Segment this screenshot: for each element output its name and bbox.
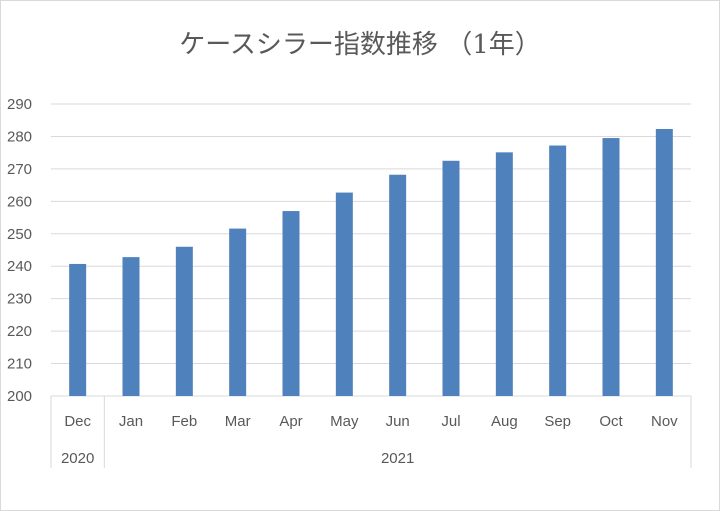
bar-mar	[229, 228, 247, 396]
x-tick-label: Jan	[119, 413, 143, 430]
y-tick-label: 260	[7, 193, 32, 210]
x-tick-label: Jun	[386, 413, 410, 430]
year-group-label-2021: 2021	[381, 450, 414, 467]
y-tick-label: 240	[7, 258, 32, 275]
bar-jul	[442, 160, 460, 396]
bar-nov	[655, 128, 673, 396]
y-tick-label: 270	[7, 161, 32, 178]
x-tick-label: Apr	[279, 413, 302, 430]
y-tick-label: 230	[7, 291, 32, 308]
y-tick-label: 250	[7, 226, 32, 243]
gridlines	[51, 103, 691, 397]
x-tick-label: Aug	[491, 413, 518, 430]
bars	[69, 128, 673, 397]
bar-jan	[122, 257, 140, 396]
y-tick-label: 290	[7, 96, 32, 113]
year-group-label-2020: 2020	[61, 450, 94, 467]
x-tick-label: Feb	[171, 413, 197, 430]
bar-dec	[69, 263, 87, 396]
bar-sep	[549, 145, 567, 396]
bar-may	[335, 192, 353, 396]
x-tick-label: May	[330, 413, 359, 430]
bar-aug	[495, 152, 513, 396]
x-tick-label: Dec	[64, 413, 91, 430]
x-tick-label: Nov	[651, 413, 678, 430]
y-tick-label: 200	[7, 388, 32, 405]
x-tick-label: Oct	[599, 413, 623, 430]
y-tick-label: 210	[7, 356, 32, 373]
x-tick-label: Sep	[544, 413, 571, 430]
y-axis-ticks: 200 210 220 230 240 250 260 270 280 290	[7, 96, 32, 405]
bar-feb	[175, 246, 193, 396]
x-axis: Dec Jan Feb Mar Apr May Jun Jul Aug Sep Oct Nov 2020…	[50, 396, 692, 468]
bar-apr	[282, 211, 300, 396]
x-tick-label: Jul	[441, 413, 460, 430]
chart-title: ケースシラー指数推移 （1年）	[179, 30, 541, 60]
bar-oct	[602, 138, 620, 397]
bar-jun	[389, 174, 407, 396]
x-tick-label: Mar	[225, 413, 251, 430]
y-tick-label: 220	[7, 323, 32, 340]
y-tick-label: 280	[7, 128, 32, 145]
